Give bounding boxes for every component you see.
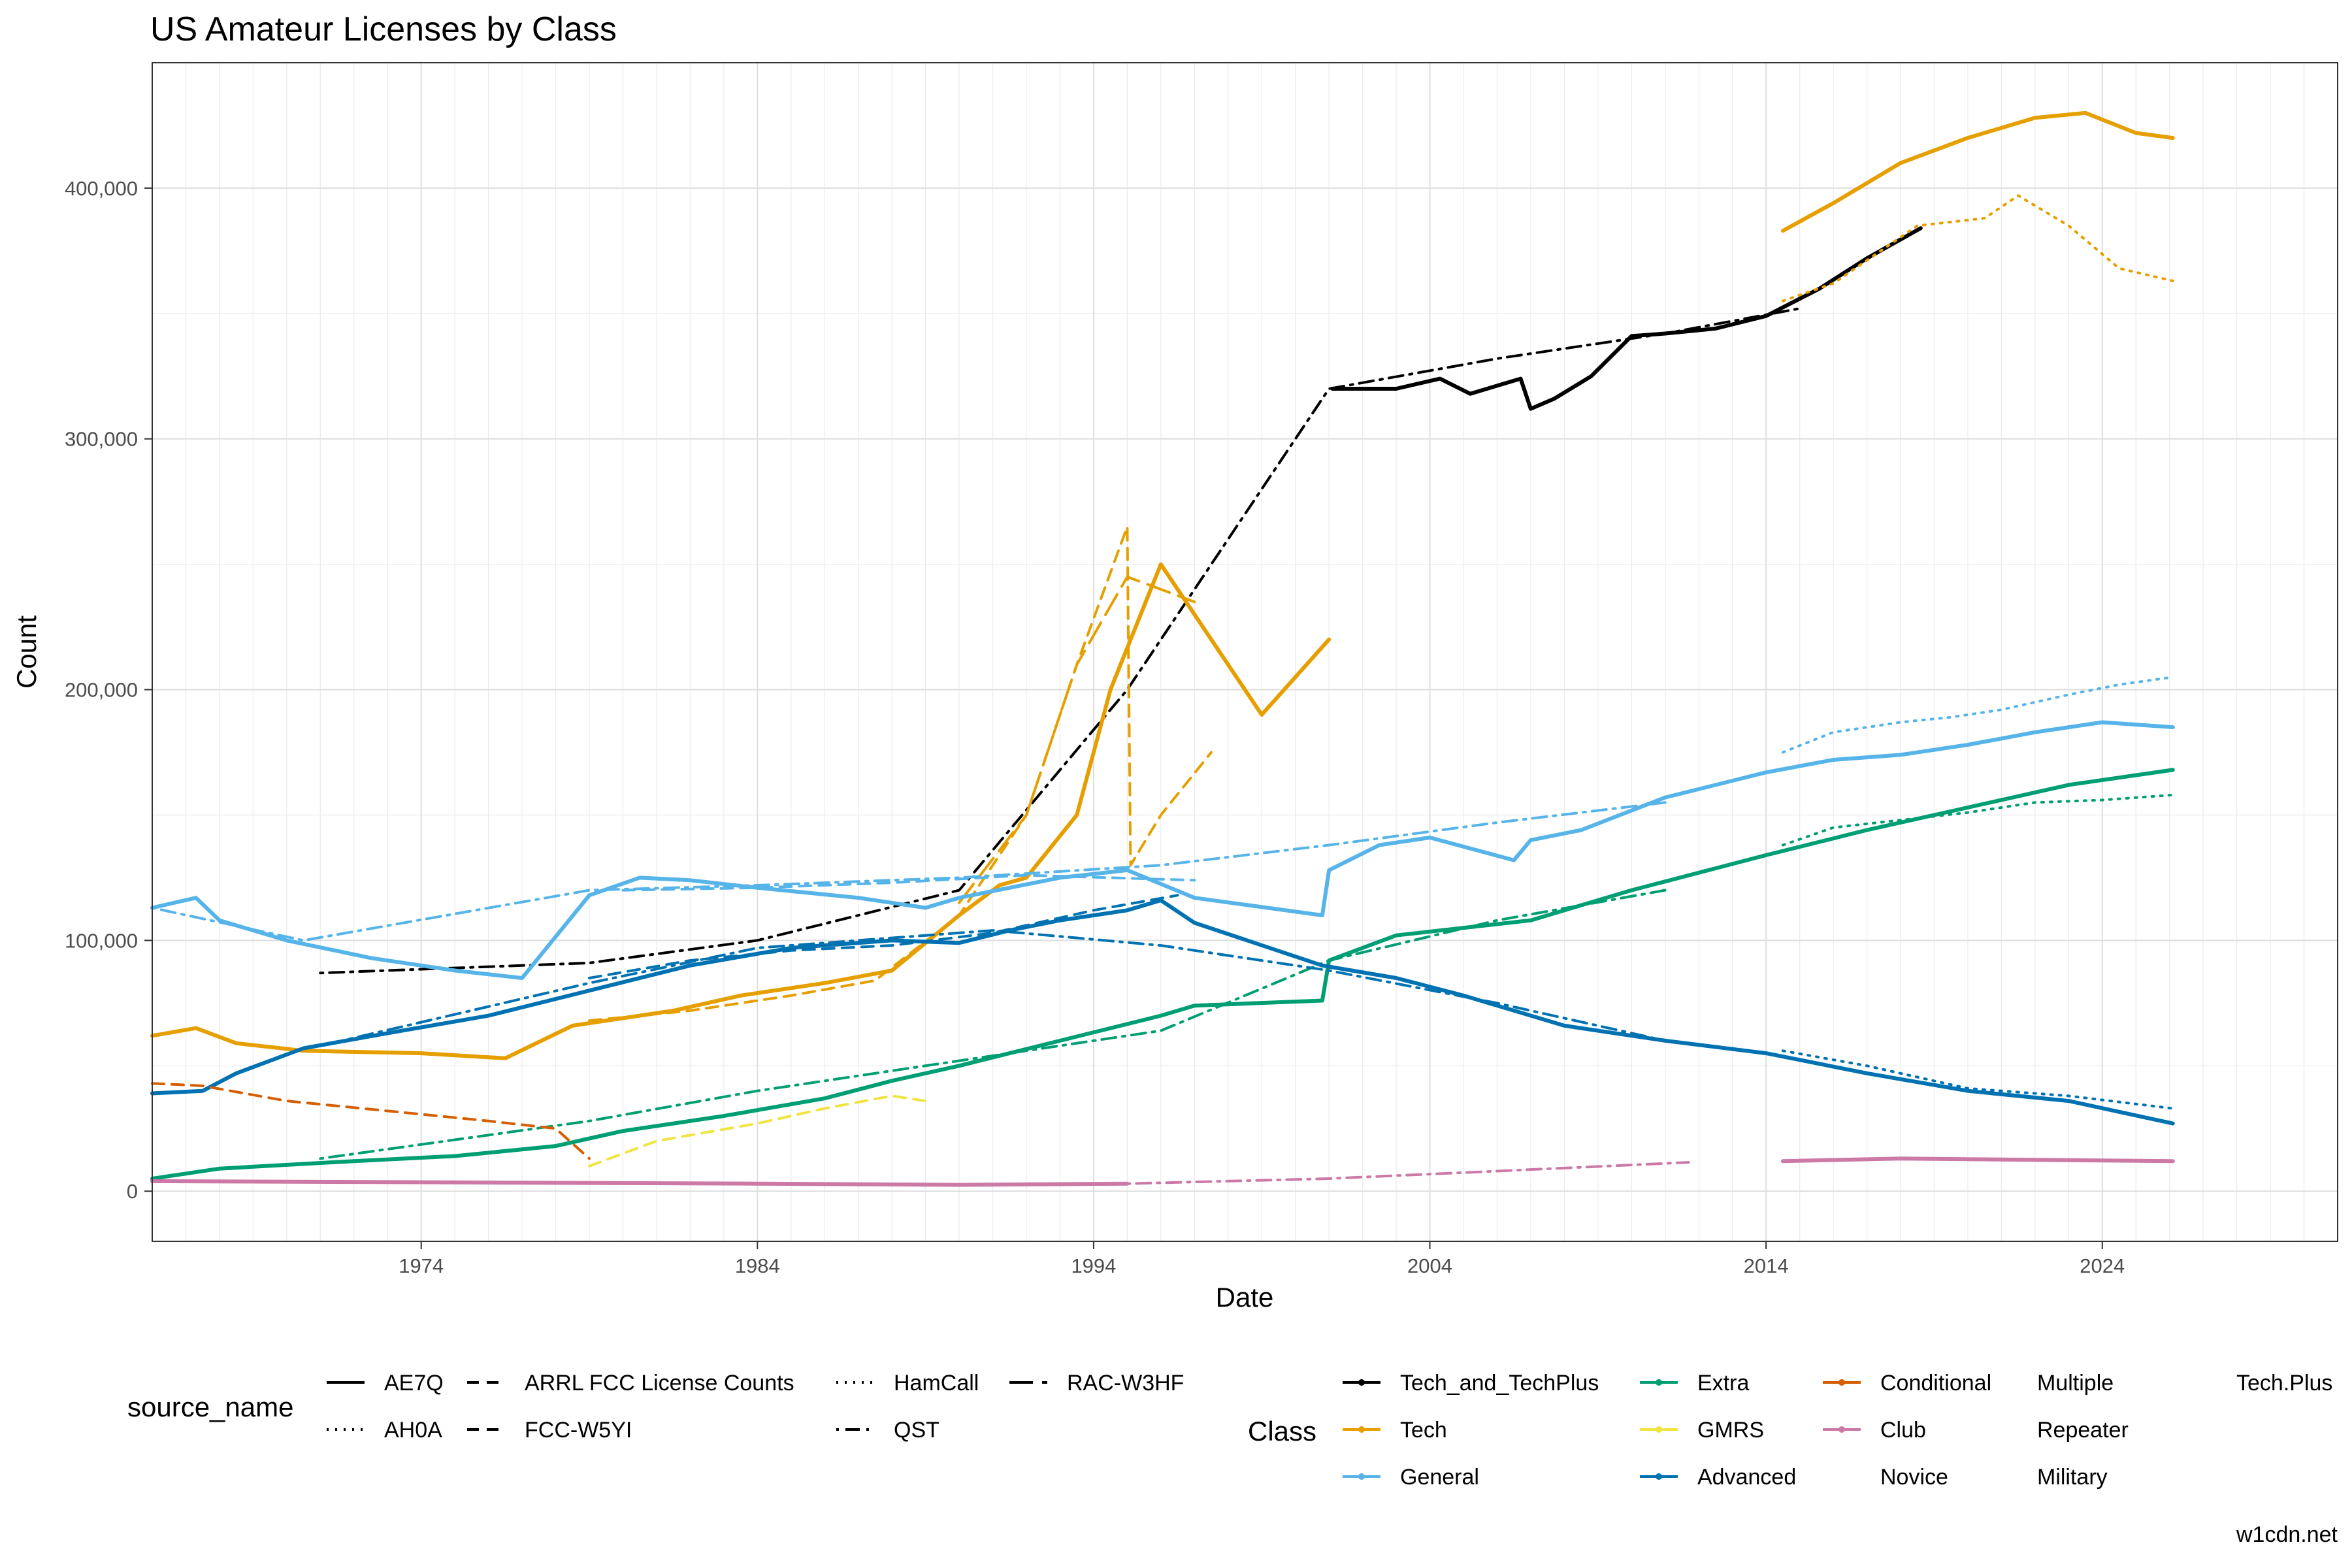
series-line bbox=[319, 929, 1667, 1047]
y-tick-label: 200,000 bbox=[65, 679, 138, 702]
x-tick-label: 1994 bbox=[1071, 1254, 1116, 1277]
series-line bbox=[1780, 1156, 2175, 1164]
legend-source-label: FCC-W5YI bbox=[525, 1418, 632, 1443]
series-line bbox=[1781, 194, 2174, 302]
legend-source-label: HamCall bbox=[894, 1371, 979, 1396]
x-tick-label: 1984 bbox=[735, 1254, 780, 1277]
legend-class-label: Tech bbox=[1400, 1418, 1447, 1443]
y-tick-label: 100,000 bbox=[65, 929, 138, 952]
series-line bbox=[1330, 226, 1923, 411]
legend-class-key-point bbox=[1358, 1426, 1365, 1433]
legend-class: Class Tech_and_TechPlus Tech General Extra G… bbox=[1248, 1371, 2332, 1490]
legend-class-key-point bbox=[1838, 1379, 1845, 1386]
caption: w1cdn.net bbox=[2236, 1522, 2338, 1547]
x-tick-label: 2004 bbox=[1407, 1254, 1452, 1277]
legend-class-label: GMRS bbox=[1697, 1418, 1764, 1443]
legend-source-name: source_name AE7Q AH0A ARRL FCC License Cou… bbox=[127, 1371, 1184, 1443]
series-line bbox=[150, 768, 2175, 1181]
x-axis: 1974 1984 1994 2004 2014 2024 bbox=[399, 1241, 2125, 1277]
legend-source-label: QST bbox=[894, 1418, 939, 1443]
y-tick-label: 400,000 bbox=[65, 177, 138, 200]
series-line bbox=[150, 720, 2175, 980]
series-line bbox=[150, 898, 2175, 1126]
legend-class-label: Tech_and_TechPlus bbox=[1400, 1371, 1599, 1396]
legend-class-label: Military bbox=[2037, 1465, 2108, 1490]
plot-panel-border bbox=[152, 62, 2338, 1242]
legend-class-label: Multiple bbox=[2037, 1371, 2114, 1396]
series-line bbox=[151, 1082, 591, 1160]
legend-source-label: AH0A bbox=[384, 1418, 442, 1443]
x-tick-label: 1974 bbox=[399, 1254, 444, 1277]
series-line bbox=[150, 562, 1331, 1060]
legend-source-label: ARRL FCC License Counts bbox=[525, 1371, 794, 1396]
legend-class-label: General bbox=[1400, 1465, 1479, 1490]
y-tick-label: 0 bbox=[127, 1180, 138, 1203]
series-line bbox=[588, 894, 1179, 979]
x-axis-title: Date bbox=[1216, 1282, 1274, 1313]
series-line bbox=[319, 307, 1801, 975]
legend-class-key-point bbox=[1656, 1379, 1662, 1386]
series-line bbox=[1780, 110, 2175, 233]
legend-class-key-point bbox=[1838, 1426, 1845, 1433]
y-axis: 0 100,000 200,000 300,000 400,000 bbox=[65, 177, 152, 1203]
series-line bbox=[588, 1094, 927, 1168]
series-line bbox=[319, 889, 1667, 1160]
legend-class-label: Club bbox=[1880, 1418, 1926, 1443]
legend-source-title: source_name bbox=[127, 1392, 293, 1422]
series-line bbox=[1126, 1161, 1690, 1185]
legend-class-key-point bbox=[1358, 1473, 1365, 1480]
y-tick-label: 300,000 bbox=[65, 428, 138, 451]
legend-class-label: Repeater bbox=[2037, 1418, 2129, 1443]
legend-source-label: RAC-W3HF bbox=[1067, 1371, 1184, 1396]
legend-class-key-point bbox=[1358, 1379, 1365, 1386]
legend-class-label: Novice bbox=[1880, 1465, 1948, 1490]
legend-class-key-point bbox=[1656, 1473, 1662, 1480]
series-line bbox=[150, 1179, 1130, 1187]
series-line bbox=[958, 575, 1196, 904]
x-tick-label: 2014 bbox=[1744, 1254, 1789, 1277]
x-tick-label: 2024 bbox=[2080, 1254, 2125, 1277]
legend-class-label: Extra bbox=[1697, 1371, 1749, 1396]
legend-source-label: AE7Q bbox=[384, 1371, 444, 1396]
series-line bbox=[621, 874, 1196, 892]
legend-class-label: Tech.Plus bbox=[2236, 1371, 2332, 1396]
legend-class-label: Advanced bbox=[1697, 1465, 1796, 1490]
legend-class-key-point bbox=[1656, 1426, 1662, 1433]
y-axis-title: Count bbox=[11, 615, 42, 689]
grid-minor-lines bbox=[152, 63, 2338, 1241]
series-layer bbox=[150, 110, 2175, 1187]
legend-class-label: Conditional bbox=[1880, 1371, 1991, 1396]
series-line bbox=[1781, 676, 2174, 754]
series-line bbox=[1781, 1049, 2174, 1110]
series-line bbox=[1781, 793, 2174, 847]
plot-panel bbox=[152, 63, 2338, 1241]
chart-title: US Amateur Licenses by Class bbox=[150, 10, 617, 48]
legend-class-title: Class bbox=[1248, 1416, 1316, 1446]
